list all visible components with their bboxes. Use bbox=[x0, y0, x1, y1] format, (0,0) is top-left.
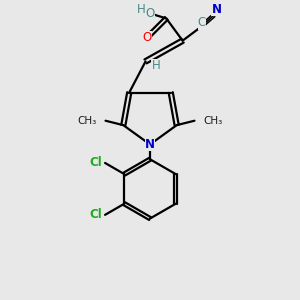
Text: C: C bbox=[198, 16, 206, 29]
Text: H: H bbox=[152, 59, 160, 72]
Text: N: N bbox=[145, 138, 155, 151]
Text: O: O bbox=[142, 31, 152, 44]
Text: CH₃: CH₃ bbox=[77, 116, 97, 126]
Text: Cl: Cl bbox=[89, 208, 102, 221]
Text: O: O bbox=[146, 8, 154, 20]
Text: Cl: Cl bbox=[89, 157, 102, 169]
Text: N: N bbox=[212, 3, 222, 16]
Text: H: H bbox=[137, 3, 146, 16]
Text: CH₃: CH₃ bbox=[203, 116, 223, 126]
